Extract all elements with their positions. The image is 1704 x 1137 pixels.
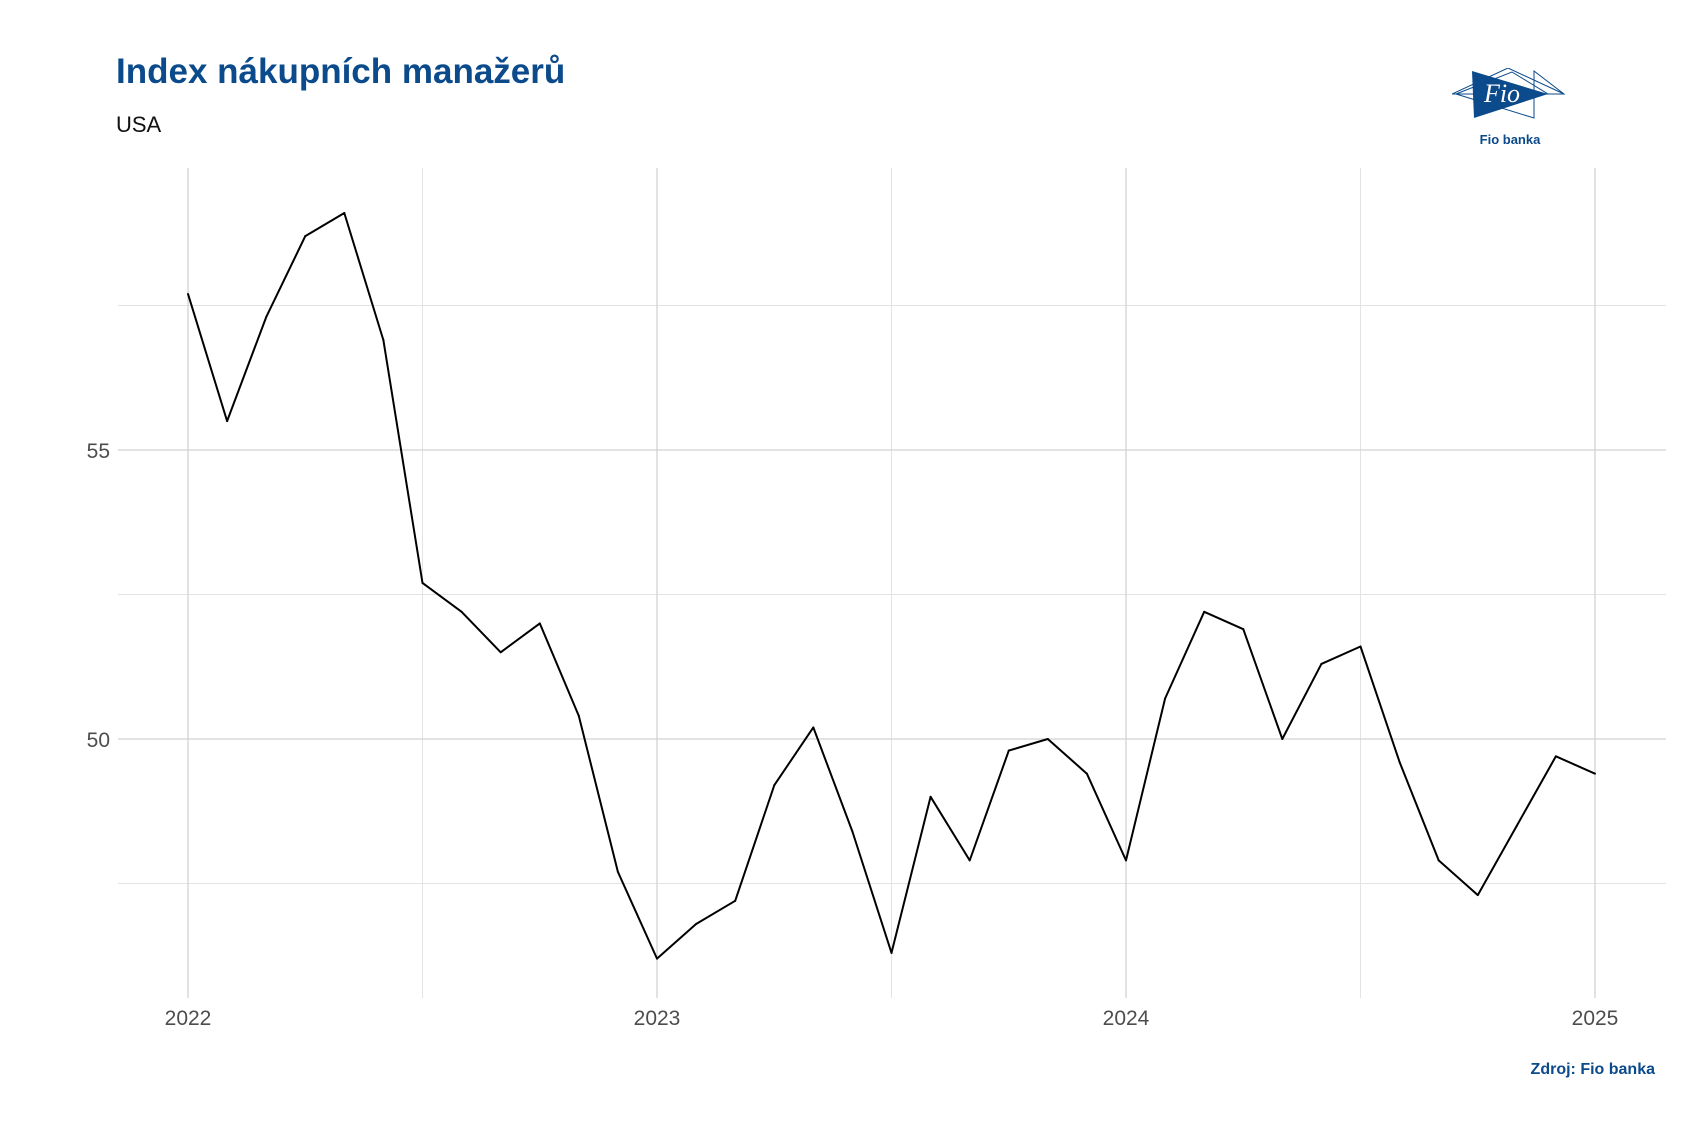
data-point-2023-06 <box>851 830 854 833</box>
data-point-2025-01 <box>1594 772 1596 775</box>
x-tick-label-2025: 2025 <box>1572 1007 1619 1030</box>
data-point-2024-08 <box>1398 761 1401 764</box>
data-point-2023-11 <box>1046 738 1049 740</box>
data-point-2024-11 <box>1515 824 1518 827</box>
data-point-2022-07 <box>421 581 424 584</box>
data-point-2023-07 <box>890 951 893 954</box>
data-point-2024-05 <box>1281 738 1284 740</box>
data-point-2023-10 <box>1007 749 1010 752</box>
data-point-2023-01 <box>656 957 658 960</box>
data-point-2022-02 <box>226 420 229 423</box>
data-point-2022-04 <box>304 235 307 238</box>
data-point-2024-12 <box>1554 755 1557 758</box>
data-point-2023-08 <box>929 795 932 798</box>
x-tick-label-2023: 2023 <box>634 1007 681 1030</box>
grid-layer <box>118 168 1666 998</box>
data-point-2023-04 <box>773 784 776 787</box>
logo-mark-text: Fio <box>1483 79 1520 108</box>
data-point-2024-03 <box>1203 610 1206 613</box>
data-point-2022-06 <box>382 339 385 342</box>
tick-layer: 2022 2023 2024 2025 50 55 <box>87 440 1619 1030</box>
data-point-2024-10 <box>1476 894 1479 897</box>
y-tick-label-50: 50 <box>87 729 110 752</box>
data-point-2024-09 <box>1437 859 1440 862</box>
data-point-2023-12 <box>1085 772 1088 775</box>
data-point-2023-09 <box>968 859 971 862</box>
logo-caption: Fio banka <box>1479 132 1541 147</box>
data-point-2022-03 <box>265 316 268 319</box>
data-point-2024-01 <box>1125 859 1127 862</box>
y-tick-label-55: 55 <box>87 440 110 463</box>
data-point-2024-07 <box>1359 645 1362 648</box>
data-point-2024-04 <box>1242 628 1245 631</box>
x-tick-label-2024: 2024 <box>1103 1007 1150 1030</box>
source-note: Zdroj: Fio banka <box>1530 1061 1655 1078</box>
data-point-2022-09 <box>499 651 502 654</box>
data-point-2023-05 <box>812 726 815 729</box>
chart-title: Index nákupních manažerů <box>116 52 566 91</box>
data-point-2022-05 <box>343 212 346 215</box>
data-point-2024-06 <box>1320 662 1323 665</box>
data-point-2022-01 <box>187 292 189 295</box>
data-point-2023-03 <box>734 899 737 902</box>
chart-subtitle: USA <box>116 112 162 137</box>
data-point-2022-11 <box>577 714 580 717</box>
data-point-2022-12 <box>616 870 619 873</box>
x-tick-label-2022: 2022 <box>165 1007 212 1030</box>
data-point-2023-02 <box>695 922 698 925</box>
data-point-2024-02 <box>1164 697 1167 700</box>
data-point-2022-08 <box>460 610 463 613</box>
fio-banka-logo: Fio <box>1452 68 1566 119</box>
series-layer <box>187 212 1596 960</box>
data-point-2022-10 <box>538 622 541 625</box>
